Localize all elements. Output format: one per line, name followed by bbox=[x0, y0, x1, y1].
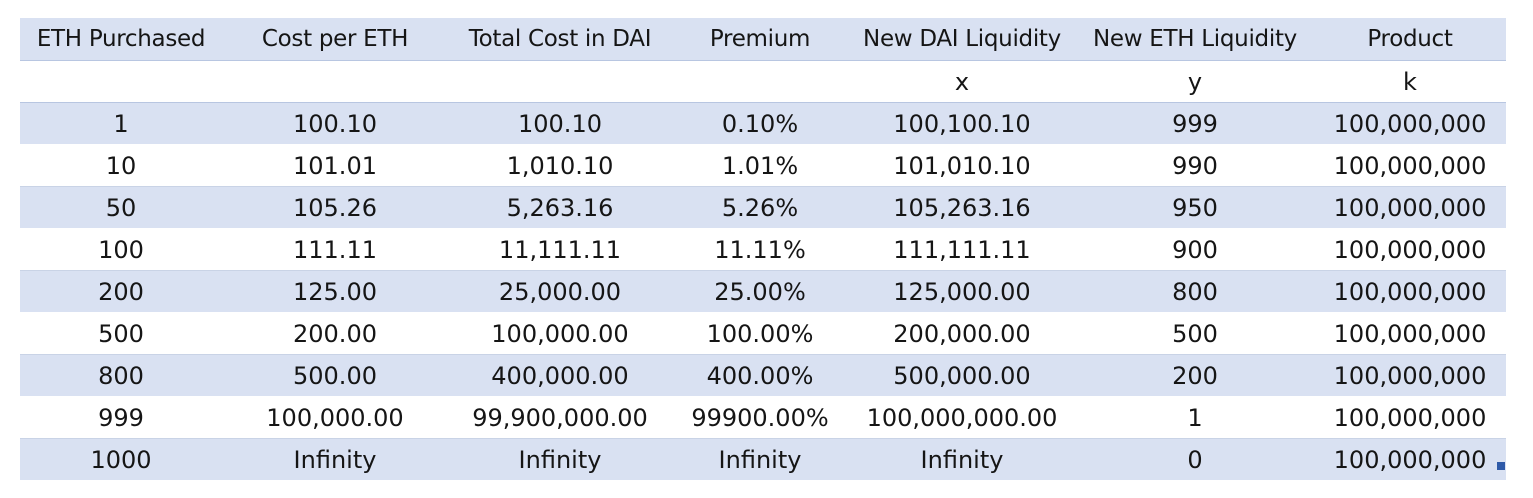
spreadsheet-table-container: ETH Purchased Cost per ETH Total Cost in… bbox=[20, 18, 1506, 481]
cell-new-dai-liquidity[interactable]: 111,111.11 bbox=[848, 228, 1076, 271]
cell-eth-purchased[interactable]: 100 bbox=[20, 228, 222, 271]
cell-total-cost[interactable]: 25,000.00 bbox=[448, 270, 672, 313]
header-cell-product[interactable]: Product bbox=[1314, 18, 1506, 61]
cell-cost-per-eth[interactable]: 125.00 bbox=[222, 270, 448, 313]
cell-new-eth-liquidity[interactable]: 999 bbox=[1076, 102, 1314, 145]
header-cell-premium[interactable]: Premium bbox=[672, 18, 848, 61]
cell-total-cost[interactable]: 5,263.16 bbox=[448, 186, 672, 229]
variable-cell[interactable] bbox=[672, 60, 848, 103]
variable-cell[interactable] bbox=[222, 60, 448, 103]
cell-premium[interactable]: 1.01% bbox=[672, 144, 848, 187]
cell-product[interactable]: 100,000,000 bbox=[1314, 354, 1506, 397]
cell-new-dai-liquidity[interactable]: 105,263.16 bbox=[848, 186, 1076, 229]
cell-product[interactable]: 100,000,000 bbox=[1314, 144, 1506, 187]
cell-eth-purchased[interactable]: 1000 bbox=[20, 438, 222, 481]
cell-premium[interactable]: 400.00% bbox=[672, 354, 848, 397]
table-body: x y k 1 100.10 100.10 0.10% 100,100.10 999 100… bbox=[20, 60, 1506, 481]
header-cell-eth-purchased[interactable]: ETH Purchased bbox=[20, 18, 222, 61]
cell-new-dai-liquidity[interactable]: 125,000.00 bbox=[848, 270, 1076, 313]
cell-eth-purchased[interactable]: 800 bbox=[20, 354, 222, 397]
header-cell-new-eth-liquidity[interactable]: New ETH Liquidity bbox=[1076, 18, 1314, 61]
cell-new-dai-liquidity[interactable]: 100,100.10 bbox=[848, 102, 1076, 145]
variable-cell[interactable] bbox=[20, 60, 222, 103]
cell-total-cost[interactable]: 1,010.10 bbox=[448, 144, 672, 187]
cell-product[interactable]: 100,000,000 bbox=[1314, 270, 1506, 313]
variable-cell-y[interactable]: y bbox=[1076, 60, 1314, 103]
cell-total-cost[interactable]: 100.10 bbox=[448, 102, 672, 145]
table-row: 1000 Infinity Infinity Infinity Infinity 0 100… bbox=[20, 438, 1506, 481]
cell-new-dai-liquidity[interactable]: 100,000,000.00 bbox=[848, 396, 1076, 439]
cell-premium[interactable]: 100.00% bbox=[672, 312, 848, 355]
cell-total-cost[interactable]: 100,000.00 bbox=[448, 312, 672, 355]
cell-cost-per-eth[interactable]: 111.11 bbox=[222, 228, 448, 271]
cell-total-cost[interactable]: 11,111.11 bbox=[448, 228, 672, 271]
cell-new-eth-liquidity[interactable]: 500 bbox=[1076, 312, 1314, 355]
cell-new-eth-liquidity[interactable]: 990 bbox=[1076, 144, 1314, 187]
cell-cost-per-eth[interactable]: 500.00 bbox=[222, 354, 448, 397]
cell-eth-purchased[interactable]: 200 bbox=[20, 270, 222, 313]
variable-row: x y k bbox=[20, 60, 1506, 103]
cell-cost-per-eth[interactable]: 200.00 bbox=[222, 312, 448, 355]
cell-cost-per-eth[interactable]: 100.10 bbox=[222, 102, 448, 145]
cell-eth-purchased[interactable]: 500 bbox=[20, 312, 222, 355]
header-cell-total-cost[interactable]: Total Cost in DAI bbox=[448, 18, 672, 61]
cell-new-dai-liquidity[interactable]: 200,000.00 bbox=[848, 312, 1076, 355]
cell-eth-purchased[interactable]: 1 bbox=[20, 102, 222, 145]
cell-cost-per-eth[interactable]: 105.26 bbox=[222, 186, 448, 229]
cell-eth-purchased[interactable]: 10 bbox=[20, 144, 222, 187]
cell-new-eth-liquidity[interactable]: 200 bbox=[1076, 354, 1314, 397]
cell-premium[interactable]: 11.11% bbox=[672, 228, 848, 271]
table-row: 800 500.00 400,000.00 400.00% 500,000.00 200 1… bbox=[20, 354, 1506, 397]
cell-total-cost[interactable]: 99,900,000.00 bbox=[448, 396, 672, 439]
cell-cost-per-eth[interactable]: 100,000.00 bbox=[222, 396, 448, 439]
cell-product[interactable]: 100,000,000 bbox=[1314, 228, 1506, 271]
cell-eth-purchased[interactable]: 50 bbox=[20, 186, 222, 229]
table-row: 1 100.10 100.10 0.10% 100,100.10 999 100,000,0… bbox=[20, 102, 1506, 145]
cell-product[interactable]: 100,000,000 bbox=[1314, 312, 1506, 355]
cell-new-eth-liquidity[interactable]: 800 bbox=[1076, 270, 1314, 313]
cell-cost-per-eth[interactable]: 101.01 bbox=[222, 144, 448, 187]
header-cell-cost-per-eth[interactable]: Cost per ETH bbox=[222, 18, 448, 61]
cell-new-dai-liquidity[interactable]: Infinity bbox=[848, 438, 1076, 481]
cell-total-cost[interactable]: Infinity bbox=[448, 438, 672, 481]
header-row: ETH Purchased Cost per ETH Total Cost in… bbox=[20, 18, 1506, 61]
liquidity-table: ETH Purchased Cost per ETH Total Cost in… bbox=[20, 18, 1506, 481]
cell-product[interactable]: 100,000,000 bbox=[1314, 438, 1506, 481]
cell-cost-per-eth[interactable]: Infinity bbox=[222, 438, 448, 481]
table-row: 999 100,000.00 99,900,000.00 99900.00% 100,0… bbox=[20, 396, 1506, 439]
cell-premium[interactable]: 99900.00% bbox=[672, 396, 848, 439]
header-cell-new-dai-liquidity[interactable]: New DAI Liquidity bbox=[848, 18, 1076, 61]
cell-product[interactable]: 100,000,000 bbox=[1314, 102, 1506, 145]
cell-total-cost[interactable]: 400,000.00 bbox=[448, 354, 672, 397]
variable-cell-k[interactable]: k bbox=[1314, 60, 1506, 103]
cell-eth-purchased[interactable]: 999 bbox=[20, 396, 222, 439]
cell-new-dai-liquidity[interactable]: 101,010.10 bbox=[848, 144, 1076, 187]
cell-product[interactable]: 100,000,000 bbox=[1314, 396, 1506, 439]
table-row: 100 111.11 11,111.11 11.11% 111,111.11 900 100… bbox=[20, 228, 1506, 271]
cell-new-eth-liquidity[interactable]: 900 bbox=[1076, 228, 1314, 271]
fill-handle[interactable] bbox=[1497, 462, 1505, 470]
variable-cell[interactable] bbox=[448, 60, 672, 103]
cell-premium[interactable]: 0.10% bbox=[672, 102, 848, 145]
cell-new-dai-liquidity[interactable]: 500,000.00 bbox=[848, 354, 1076, 397]
cell-premium[interactable]: Infinity bbox=[672, 438, 848, 481]
cell-new-eth-liquidity[interactable]: 1 bbox=[1076, 396, 1314, 439]
cell-new-eth-liquidity[interactable]: 950 bbox=[1076, 186, 1314, 229]
table-row: 500 200.00 100,000.00 100.00% 200,000.00 500 1… bbox=[20, 312, 1506, 355]
cell-product[interactable]: 100,000,000 bbox=[1314, 186, 1506, 229]
cell-premium[interactable]: 25.00% bbox=[672, 270, 848, 313]
table-row: 50 105.26 5,263.16 5.26% 105,263.16 950 100,00… bbox=[20, 186, 1506, 229]
cell-premium[interactable]: 5.26% bbox=[672, 186, 848, 229]
table-row: 10 101.01 1,010.10 1.01% 101,010.10 990 100,00… bbox=[20, 144, 1506, 187]
table-row: 200 125.00 25,000.00 25.00% 125,000.00 800 100… bbox=[20, 270, 1506, 313]
cell-new-eth-liquidity[interactable]: 0 bbox=[1076, 438, 1314, 481]
variable-cell-x[interactable]: x bbox=[848, 60, 1076, 103]
